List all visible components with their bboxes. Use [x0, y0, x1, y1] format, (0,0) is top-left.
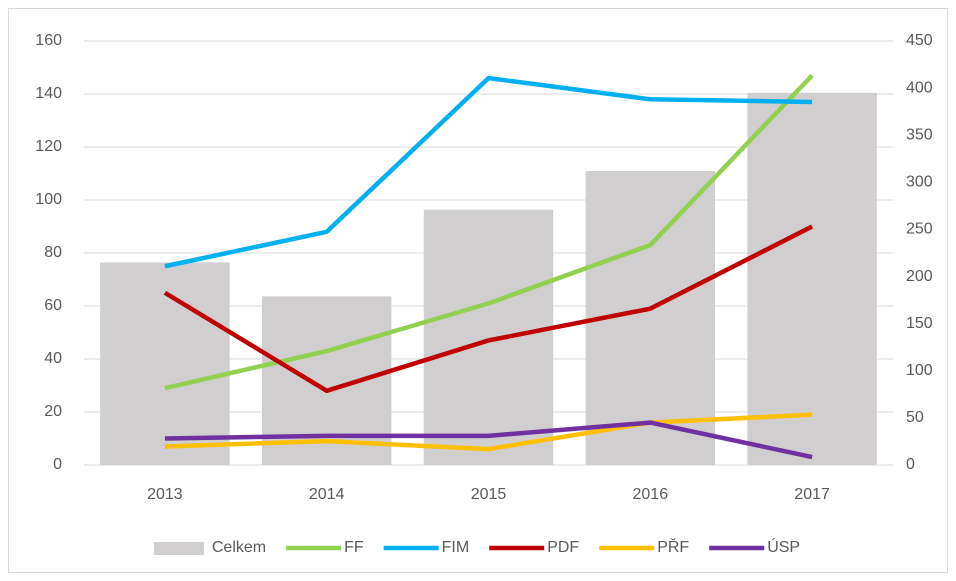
x-tick-label: 2017 — [794, 486, 830, 503]
x-tick-label: 2013 — [147, 486, 183, 503]
y2-tick-label: 300 — [906, 174, 933, 191]
y-tick-label: 0 — [53, 456, 62, 473]
y2-tick-label: 100 — [906, 362, 933, 379]
line — [164, 75, 813, 269]
y2-tick-label: 150 — [906, 315, 933, 332]
y-tick-label: 80 — [44, 244, 62, 261]
y2-tick-label: 250 — [906, 221, 933, 238]
line — [163, 224, 814, 394]
bar — [100, 262, 230, 465]
y2-tick-label: 400 — [906, 79, 933, 96]
legend-label: Celkem — [212, 539, 266, 556]
y2-tick-label: 350 — [906, 126, 933, 143]
y-tick-label: 160 — [35, 32, 62, 49]
legend-label: FIM — [442, 539, 470, 556]
line — [164, 412, 813, 452]
legend-label: PDF — [547, 539, 579, 556]
y2-tick-label: 50 — [906, 409, 924, 426]
line — [164, 73, 814, 391]
y-tick-label: 120 — [35, 138, 62, 155]
y-tick-label: 20 — [44, 403, 62, 420]
legend-label: PŘF — [657, 537, 689, 556]
x-tick-label: 2014 — [309, 486, 345, 503]
bar — [747, 92, 877, 466]
y2-tick-label: 200 — [906, 268, 933, 285]
y-tick-label: 100 — [35, 191, 62, 208]
legend-label: FF — [344, 539, 364, 556]
line — [164, 420, 813, 460]
y-tick-label: 60 — [44, 297, 62, 314]
bar — [423, 209, 554, 465]
x-tick-label: 2015 — [471, 486, 507, 503]
y2-tick-label: 0 — [906, 456, 915, 473]
y-tick-label: 140 — [35, 85, 62, 102]
y-tick-label: 40 — [44, 350, 62, 367]
legend-swatch — [153, 542, 204, 555]
legend-label: ÚSP — [767, 537, 800, 556]
y2-tick-label: 450 — [906, 32, 933, 49]
x-tick-label: 2016 — [633, 486, 669, 503]
